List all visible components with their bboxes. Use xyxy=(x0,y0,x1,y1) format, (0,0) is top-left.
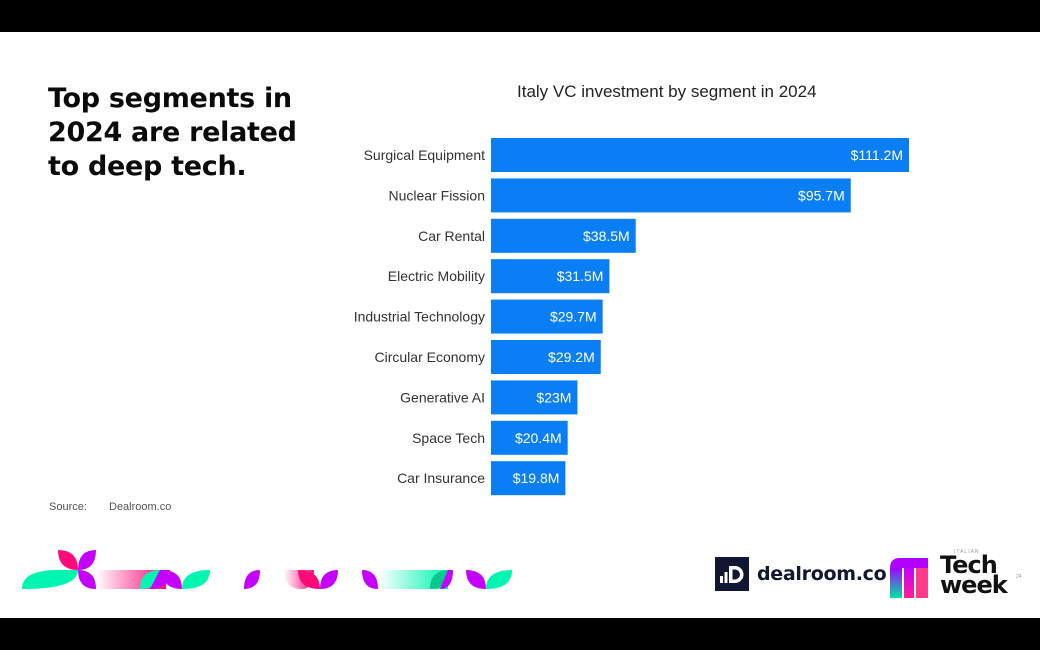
tech-week-year: 24 xyxy=(1016,574,1022,580)
leaf-cluster-2 xyxy=(162,570,210,589)
category-label: Circular Economy xyxy=(375,349,485,365)
category-label: Generative AI xyxy=(400,389,485,405)
leaf-cluster-5 xyxy=(362,570,453,589)
bar xyxy=(491,178,851,213)
bar-group: Circular Economy $29.2M xyxy=(375,340,601,374)
bar xyxy=(491,340,601,374)
bar-group: Surgical Equipment $111.2M xyxy=(364,138,909,172)
category-label: Electric Mobility xyxy=(388,268,485,284)
bar xyxy=(491,299,603,334)
leaf-cluster-4 xyxy=(284,570,338,589)
bar xyxy=(491,420,568,455)
source-value: Dealroom.co xyxy=(109,501,172,513)
chart-title: Italy VC investment by segment in 2024 xyxy=(517,82,817,101)
data-label: $19.8M xyxy=(513,470,560,486)
leaf-cluster-1 xyxy=(22,550,170,589)
source-label: Source: xyxy=(49,501,87,513)
category-label: Car Insurance xyxy=(397,470,485,486)
slide: Top segments in 2024 are related to deep… xyxy=(0,32,1040,618)
bar-group: Nuclear Fission $95.7M xyxy=(389,178,851,213)
bar-group: Generative AI $23M xyxy=(400,380,578,415)
category-label: Industrial Technology xyxy=(354,309,485,325)
bar xyxy=(491,218,636,253)
category-label: Surgical Equipment xyxy=(364,147,486,163)
bar xyxy=(491,461,566,496)
leaf-cluster-6 xyxy=(466,570,512,589)
tech-week-line1: Tech xyxy=(940,551,998,579)
category-label: Nuclear Fission xyxy=(389,187,485,203)
bar-group: Industrial Technology $29.7M xyxy=(354,299,603,334)
data-label: $29.7M xyxy=(550,309,597,325)
bar xyxy=(491,380,578,415)
bar-group: Car Insurance $19.8M xyxy=(397,461,566,496)
category-label: Car Rental xyxy=(418,228,485,244)
decorative-leaf-pattern xyxy=(22,550,512,589)
tech-week-mark-icon xyxy=(890,558,928,598)
dealroom-logo-text: dealroom.co xyxy=(757,563,887,585)
data-label: $23M xyxy=(536,389,571,405)
leaf-cluster-3 xyxy=(244,570,260,589)
data-label: $111.2M xyxy=(851,147,903,163)
dealroom-logo-icon xyxy=(715,557,749,591)
bar xyxy=(491,138,909,172)
data-label: $29.2M xyxy=(548,349,595,365)
bar-group: Electric Mobility $31.5M xyxy=(388,259,610,294)
data-label: $20.4M xyxy=(515,430,562,446)
data-label: $95.7M xyxy=(798,187,845,203)
bar-group: Car Rental $38.5M xyxy=(418,218,636,253)
source-note: Source: Dealroom.co xyxy=(49,501,171,513)
bar xyxy=(491,259,610,294)
headline: Top segments in 2024 are related to deep… xyxy=(48,83,297,182)
dealroom-logo: dealroom.co xyxy=(715,557,887,591)
data-label: $38.5M xyxy=(583,228,630,244)
italian-tech-week-logo: ITALIAN Tech week 24 xyxy=(888,549,1028,602)
tech-week-italian: ITALIAN xyxy=(954,549,980,555)
category-label: Space Tech xyxy=(412,430,485,446)
tech-week-line2: week xyxy=(940,571,1008,599)
data-label: $31.5M xyxy=(557,268,604,284)
bar-group: Space Tech $20.4M xyxy=(412,420,568,455)
